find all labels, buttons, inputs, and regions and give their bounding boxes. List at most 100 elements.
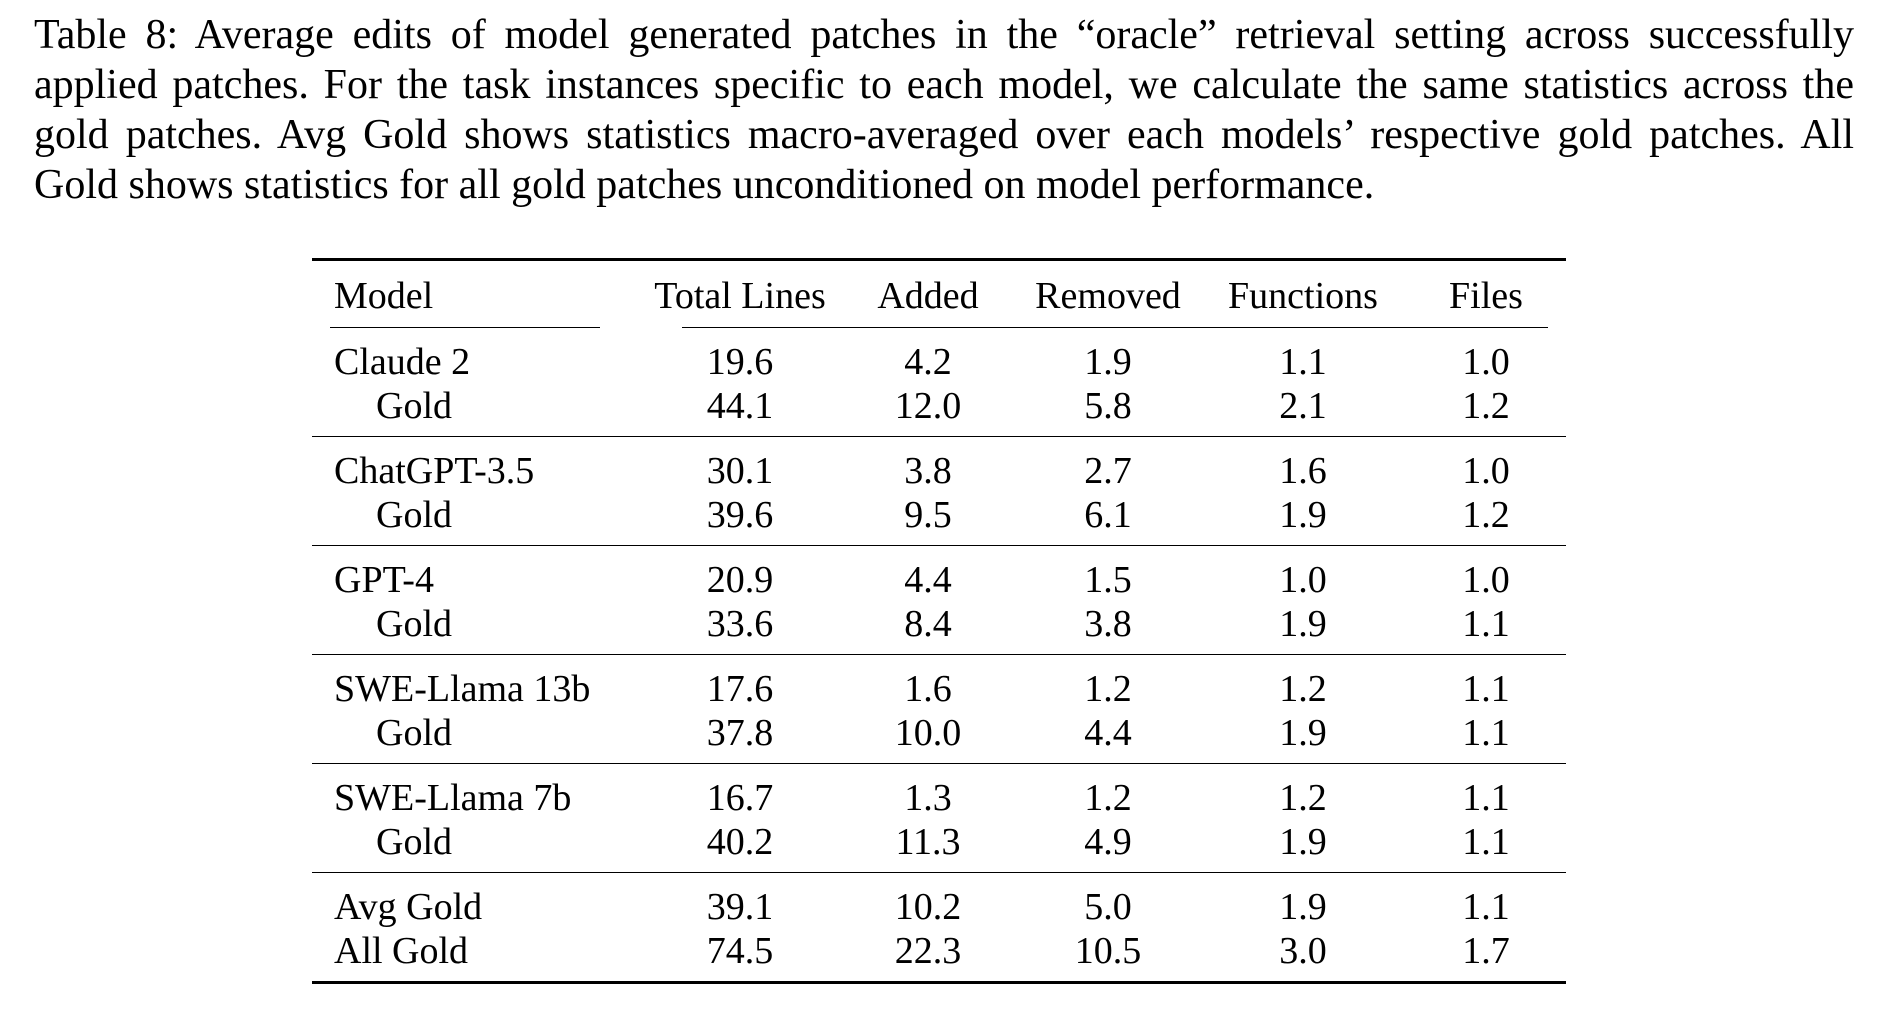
added-cell: 1.3: [840, 763, 1016, 820]
table-row: Claude 2 19.6 4.2 1.9 1.1 1.0: [312, 328, 1566, 384]
added-cell: 4.4: [840, 545, 1016, 602]
table-row: Avg Gold 39.1 10.2 5.0 1.9 1.1: [312, 872, 1566, 929]
model-name-cell: GPT-4: [312, 545, 640, 602]
functions-cell: 1.6: [1200, 436, 1406, 493]
functions-cell: 1.2: [1200, 763, 1406, 820]
header-total-lines: Total Lines: [654, 275, 826, 317]
removed-cell: 1.2: [1016, 763, 1200, 820]
total-lines-cell: 39.1: [640, 872, 840, 929]
removed-cell: 5.0: [1016, 872, 1200, 929]
files-cell: 1.1: [1462, 712, 1510, 754]
header-row: Model Total Lines Added Removed Function…: [312, 261, 1566, 327]
removed-cell: 2.7: [1016, 436, 1200, 493]
gold-name-cell: Gold: [376, 603, 452, 645]
files-cell: 1.0: [1462, 341, 1510, 383]
gold-name-cell: All Gold: [334, 930, 469, 972]
header-underline-row: [312, 327, 1566, 328]
header-files: Files: [1449, 275, 1523, 317]
files-cell: 1.1: [1406, 872, 1566, 929]
gold-name-cell: Gold: [376, 385, 452, 427]
header-removed: Removed: [1035, 275, 1181, 317]
functions-cell: 1.1: [1279, 341, 1327, 383]
removed-cell: 4.4: [1084, 712, 1132, 754]
top-rule: [312, 258, 1566, 261]
added-cell: 1.6: [840, 654, 1016, 711]
header-added: Added: [877, 275, 979, 317]
functions-cell: 1.2: [1200, 654, 1406, 711]
total-lines-cell: 30.1: [640, 436, 840, 493]
table-row: Gold 40.2 11.3 4.9 1.9 1.1: [312, 820, 1566, 873]
added-cell: 10.2: [840, 872, 1016, 929]
bottom-rule: [312, 981, 1566, 984]
total-lines-cell: 40.2: [706, 821, 774, 863]
files-cell: 1.2: [1462, 494, 1510, 536]
results-table-container: Model Total Lines Added Removed Function…: [312, 258, 1566, 984]
added-cell: 4.2: [904, 341, 952, 383]
header-model: Model: [334, 275, 434, 317]
table-row: Gold 33.6 8.4 3.8 1.9 1.1: [312, 602, 1566, 655]
total-lines-cell: 33.6: [706, 603, 774, 645]
gold-name-cell: Gold: [376, 821, 452, 863]
files-cell: 1.2: [1462, 385, 1510, 427]
files-cell: 1.1: [1406, 763, 1566, 820]
functions-cell: 2.1: [1279, 385, 1327, 427]
functions-cell: 1.9: [1200, 872, 1406, 929]
table-row: Gold 37.8 10.0 4.4 1.9 1.1: [312, 711, 1566, 764]
added-cell: 9.5: [904, 494, 952, 536]
removed-cell: 1.9: [1084, 341, 1132, 383]
table-row: GPT-4 20.9 4.4 1.5 1.0 1.0: [312, 545, 1566, 602]
functions-cell: 1.0: [1200, 545, 1406, 602]
functions-cell: 1.9: [1279, 712, 1327, 754]
removed-cell: 1.2: [1016, 654, 1200, 711]
files-cell: 1.7: [1462, 930, 1510, 972]
removed-cell: 3.8: [1084, 603, 1132, 645]
table-row: ChatGPT-3.5 30.1 3.8 2.7 1.6 1.0: [312, 436, 1566, 493]
files-cell: 1.0: [1406, 436, 1566, 493]
total-lines-cell: 74.5: [706, 930, 774, 972]
total-lines-cell: 37.8: [706, 712, 774, 754]
model-name-cell: SWE-Llama 13b: [312, 654, 640, 711]
removed-cell: 1.5: [1016, 545, 1200, 602]
header-functions: Functions: [1228, 275, 1378, 317]
functions-cell: 3.0: [1279, 930, 1327, 972]
table-row: SWE-Llama 7b 16.7 1.3 1.2 1.2 1.1: [312, 763, 1566, 820]
files-cell: 1.1: [1462, 821, 1510, 863]
files-cell: 1.0: [1406, 545, 1566, 602]
files-cell: 1.1: [1406, 654, 1566, 711]
removed-cell: 4.9: [1084, 821, 1132, 863]
stats-header-underline: [682, 327, 1548, 328]
model-name-cell: ChatGPT-3.5: [312, 436, 640, 493]
table-row: Gold 44.1 12.0 5.8 2.1 1.2: [312, 384, 1566, 437]
total-lines-cell: 39.6: [706, 494, 774, 536]
removed-cell: 6.1: [1084, 494, 1132, 536]
gold-name-cell: Gold: [376, 494, 452, 536]
table-caption: Table 8: Average edits of model generate…: [34, 12, 1854, 208]
added-cell: 3.8: [840, 436, 1016, 493]
total-lines-cell: 44.1: [706, 385, 774, 427]
table-row: SWE-Llama 13b 17.6 1.6 1.2 1.2 1.1: [312, 654, 1566, 711]
edits-statistics-table: Model Total Lines Added Removed Function…: [312, 261, 1566, 981]
added-cell: 22.3: [894, 930, 962, 972]
functions-cell: 1.9: [1279, 603, 1327, 645]
table-row: Gold 39.6 9.5 6.1 1.9 1.2: [312, 493, 1566, 546]
added-cell: 12.0: [894, 385, 962, 427]
added-cell: 10.0: [894, 712, 962, 754]
functions-cell: 1.9: [1279, 494, 1327, 536]
added-cell: 8.4: [904, 603, 952, 645]
model-header-underline: [330, 327, 600, 328]
table-row: All Gold 74.5 22.3 10.5 3.0 1.7: [312, 929, 1566, 981]
table-body: Claude 2 19.6 4.2 1.9 1.1 1.0 Gold 44.1 12.0 5.8 2…: [312, 328, 1566, 981]
total-lines-cell: 16.7: [640, 763, 840, 820]
files-cell: 1.1: [1462, 603, 1510, 645]
removed-cell: 5.8: [1084, 385, 1132, 427]
model-name-cell: Avg Gold: [312, 872, 640, 929]
model-name-cell: Claude 2: [334, 341, 471, 383]
functions-cell: 1.9: [1279, 821, 1327, 863]
removed-cell: 10.5: [1074, 930, 1142, 972]
model-name-cell: SWE-Llama 7b: [312, 763, 640, 820]
added-cell: 11.3: [895, 821, 961, 863]
gold-name-cell: Gold: [376, 712, 452, 754]
total-lines-cell: 17.6: [640, 654, 840, 711]
total-lines-cell: 20.9: [640, 545, 840, 602]
total-lines-cell: 19.6: [706, 341, 774, 383]
